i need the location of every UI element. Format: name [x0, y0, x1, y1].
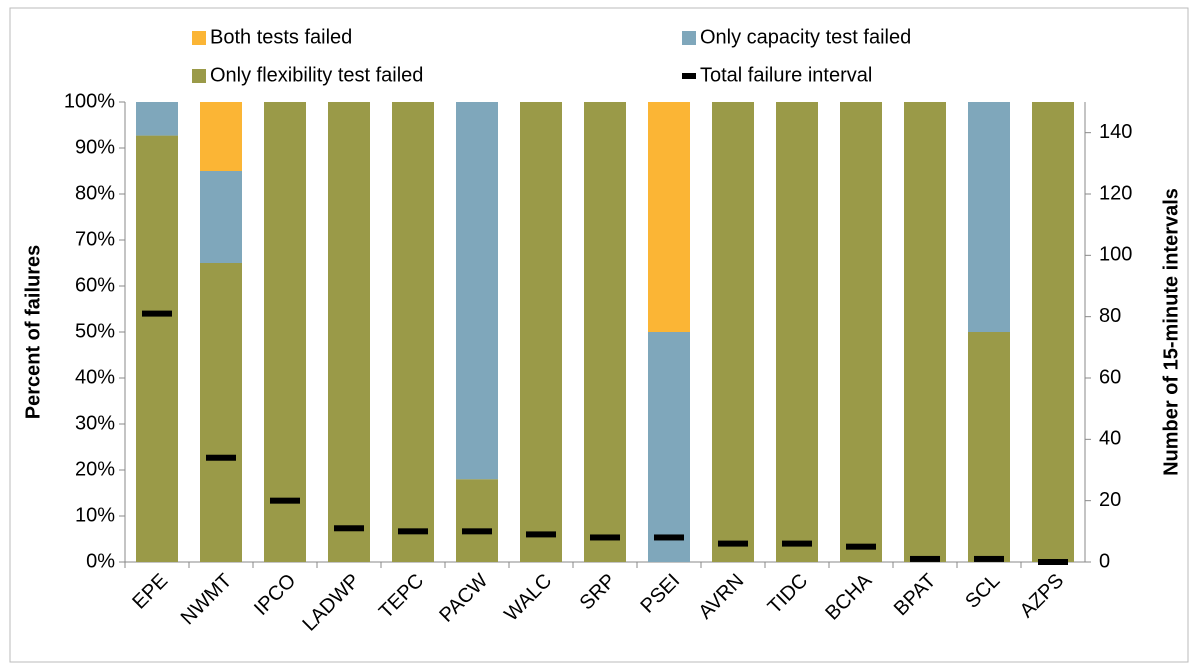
bar-segment [584, 102, 626, 562]
bar-segment [648, 102, 690, 332]
y-tick-label: 20% [75, 458, 115, 480]
legend-label: Total failure interval [700, 64, 872, 86]
legend-label: Both tests failed [210, 26, 352, 48]
y2-tick-label: 140 [1099, 121, 1132, 143]
y2-tick-label: 120 [1099, 182, 1132, 204]
y-tick-label: 40% [75, 366, 115, 388]
legend-label: Only flexibility test failed [210, 64, 423, 86]
y-tick-label: 10% [75, 504, 115, 526]
bar-segment [840, 102, 882, 562]
total-marker [206, 454, 236, 461]
total-marker [590, 534, 620, 541]
total-marker [1038, 559, 1068, 565]
bar-segment [648, 332, 690, 562]
total-marker [398, 528, 428, 535]
total-marker [846, 543, 876, 550]
total-marker [526, 531, 556, 538]
bar-segment [1032, 102, 1074, 562]
bar-segment [200, 263, 242, 562]
legend-swatch [192, 31, 206, 45]
y-tick-label: 90% [75, 136, 115, 158]
total-marker [718, 540, 748, 547]
bar-segment [328, 102, 370, 562]
y-axis-label: Percent of failures [22, 245, 44, 420]
total-marker [974, 555, 1004, 562]
total-marker [270, 497, 300, 504]
bar-segment [712, 102, 754, 562]
y2-tick-label: 100 [1099, 244, 1132, 266]
legend-swatch [682, 73, 696, 79]
bar-segment [904, 102, 946, 562]
bar-segment [456, 102, 498, 480]
total-marker [654, 534, 684, 541]
y2-tick-label: 20 [1099, 489, 1121, 511]
y-tick-label: 100% [64, 90, 115, 112]
bar-segment [456, 479, 498, 562]
y2-axis-label: Number of 15-minute intervals [1160, 188, 1182, 476]
bar-segment [200, 102, 242, 171]
y-tick-label: 60% [75, 274, 115, 296]
total-marker [334, 525, 364, 532]
y2-tick-label: 80 [1099, 305, 1121, 327]
y2-tick-label: 60 [1099, 366, 1121, 388]
y2-tick-label: 0 [1099, 550, 1110, 572]
bar-segment [968, 102, 1010, 332]
bar-segment [392, 102, 434, 562]
total-marker [142, 310, 172, 317]
y-tick-label: 30% [75, 412, 115, 434]
bar-segment [776, 102, 818, 562]
legend-swatch [192, 69, 206, 83]
bar-segment [136, 135, 178, 562]
total-marker [462, 528, 492, 535]
bar-segment [968, 332, 1010, 562]
y-tick-label: 50% [75, 320, 115, 342]
y-tick-label: 0% [86, 550, 115, 572]
y-tick-label: 80% [75, 182, 115, 204]
y2-tick-label: 40 [1099, 428, 1121, 450]
y-tick-label: 70% [75, 228, 115, 250]
legend-swatch [682, 31, 696, 45]
bar-segment [136, 102, 178, 136]
total-marker [782, 540, 812, 547]
total-marker [910, 555, 940, 562]
legend-label: Only capacity test failed [700, 26, 911, 48]
bar-segment [200, 171, 242, 263]
bar-segment [264, 102, 306, 562]
bar-segment [520, 102, 562, 562]
